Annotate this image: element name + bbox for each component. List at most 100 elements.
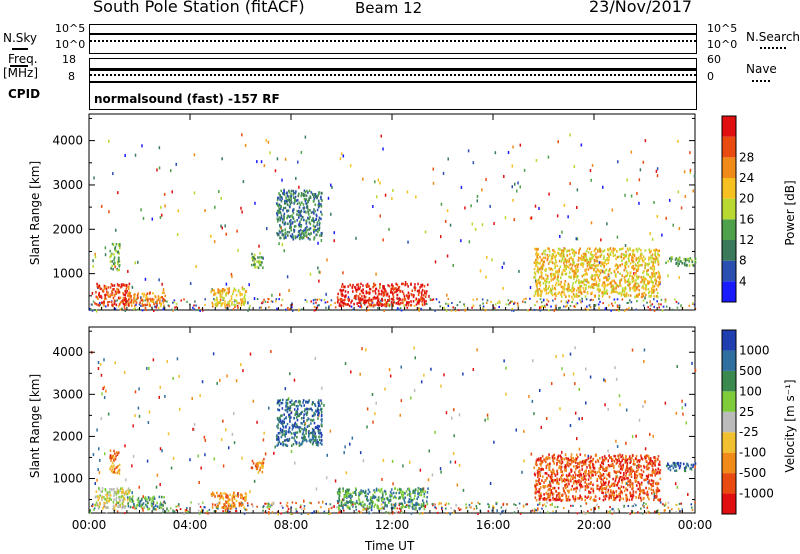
scatter-echo (489, 481, 492, 485)
echo-cell (228, 288, 230, 292)
echo-cell (148, 498, 151, 502)
scatter-echo (156, 303, 158, 307)
echo-cell (694, 257, 697, 261)
echo-cell (543, 493, 545, 496)
echo-cell (111, 454, 113, 458)
echo-cell (425, 299, 427, 303)
echo-cell (587, 281, 589, 284)
echo-cell (135, 301, 138, 304)
echo-cell (599, 271, 602, 275)
echo-cell (148, 507, 151, 511)
echo-cell (598, 282, 600, 286)
near-range-echo (453, 509, 456, 512)
near-range-echo (675, 510, 678, 513)
scatter-echo (94, 255, 97, 259)
echo-cell (214, 303, 217, 307)
echo-cell (111, 264, 113, 268)
echo-cell (578, 288, 580, 291)
echo-cell (595, 257, 598, 260)
near-range-echo (511, 300, 514, 303)
echo-cell (400, 506, 403, 509)
echo-cell (592, 466, 595, 469)
echo-cell (284, 222, 287, 225)
scatter-echo (189, 458, 191, 462)
near-range-echo (628, 512, 630, 515)
echo-cell (538, 287, 541, 291)
echo-cell (384, 289, 387, 293)
scatter-echo (565, 300, 568, 304)
near-range-echo (586, 305, 588, 308)
echo-cell (390, 503, 393, 506)
scatter-echo (400, 509, 402, 513)
near-range-echo (141, 507, 144, 510)
echo-cell (648, 258, 650, 262)
echo-cell (627, 248, 629, 252)
echo-cell (567, 285, 569, 288)
near-range-echo (363, 303, 366, 306)
scatter-echo (365, 348, 367, 352)
echo-cell (113, 491, 116, 495)
echo-cell (296, 213, 298, 216)
echo-cell (252, 462, 255, 465)
scatter-echo (625, 441, 627, 445)
scatter-echo (175, 162, 177, 166)
near-range-echo (618, 304, 621, 307)
echo-cell (107, 295, 110, 299)
echo-cell (98, 284, 101, 288)
echo-cell (302, 192, 305, 196)
echo-cell (106, 493, 108, 497)
echo-cell (232, 504, 235, 507)
echo-cell (115, 491, 117, 494)
scatter-echo (474, 227, 477, 231)
scatter-echo (372, 205, 374, 209)
echo-cell (555, 260, 558, 264)
echo-cell (552, 278, 554, 281)
scatter-echo (642, 404, 644, 408)
scatter-echo (147, 421, 150, 425)
echo-cell (632, 249, 635, 252)
echo-cell (385, 492, 387, 495)
echo-cell (121, 506, 124, 510)
echo-cell (552, 248, 554, 252)
scatter-echo (677, 139, 679, 143)
near-range-echo (224, 305, 226, 308)
echo-cell (612, 247, 615, 250)
echo-cell (339, 304, 342, 308)
echo-cell (365, 290, 368, 293)
scatter-echo (144, 277, 147, 281)
echo-cell (100, 296, 103, 299)
echo-cell (576, 274, 579, 278)
echo-cell (219, 289, 222, 293)
echo-cell (388, 295, 390, 298)
echo-cell (369, 498, 372, 502)
echo-cell (589, 497, 592, 501)
near-range-echo (475, 507, 478, 510)
echo-cell (624, 287, 627, 291)
echo-cell (126, 498, 129, 502)
scatter-echo (615, 439, 617, 443)
near-range-echo (454, 309, 457, 312)
echo-cell (595, 252, 597, 255)
near-range-echo (507, 299, 510, 302)
echo-cell (634, 267, 636, 270)
scatter-echo (236, 229, 238, 233)
near-range-echo (554, 304, 557, 307)
scatter-echo (166, 507, 168, 511)
echo-cell (304, 435, 306, 439)
echo-cell (292, 208, 295, 212)
echo-cell (622, 257, 625, 260)
scatter-echo (334, 479, 337, 483)
near-range-echo (178, 505, 180, 508)
echo-cell (387, 299, 389, 302)
echo-cell (411, 289, 414, 292)
near-range-echo (566, 304, 569, 307)
echo-cell (279, 429, 282, 432)
scatter-echo (413, 346, 415, 350)
near-range-echo (525, 503, 527, 506)
echo-cell (118, 263, 121, 267)
echo-cell (555, 270, 558, 273)
echo-cell (295, 404, 298, 408)
echo-cell (116, 260, 119, 264)
echo-cell (129, 505, 132, 509)
echo-cell (602, 480, 605, 484)
